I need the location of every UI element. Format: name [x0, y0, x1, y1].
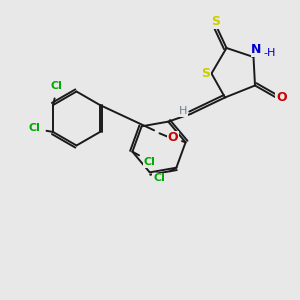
Text: O: O — [168, 131, 178, 144]
Text: N: N — [251, 43, 262, 56]
Text: Cl: Cl — [144, 158, 156, 167]
Text: Cl: Cl — [28, 122, 40, 133]
Text: O: O — [276, 91, 287, 104]
Text: S: S — [212, 15, 220, 28]
Text: Cl: Cl — [153, 173, 165, 184]
Text: -H: -H — [264, 47, 276, 58]
Text: S: S — [202, 67, 211, 80]
Text: Cl: Cl — [50, 81, 62, 92]
Text: H: H — [179, 106, 187, 116]
